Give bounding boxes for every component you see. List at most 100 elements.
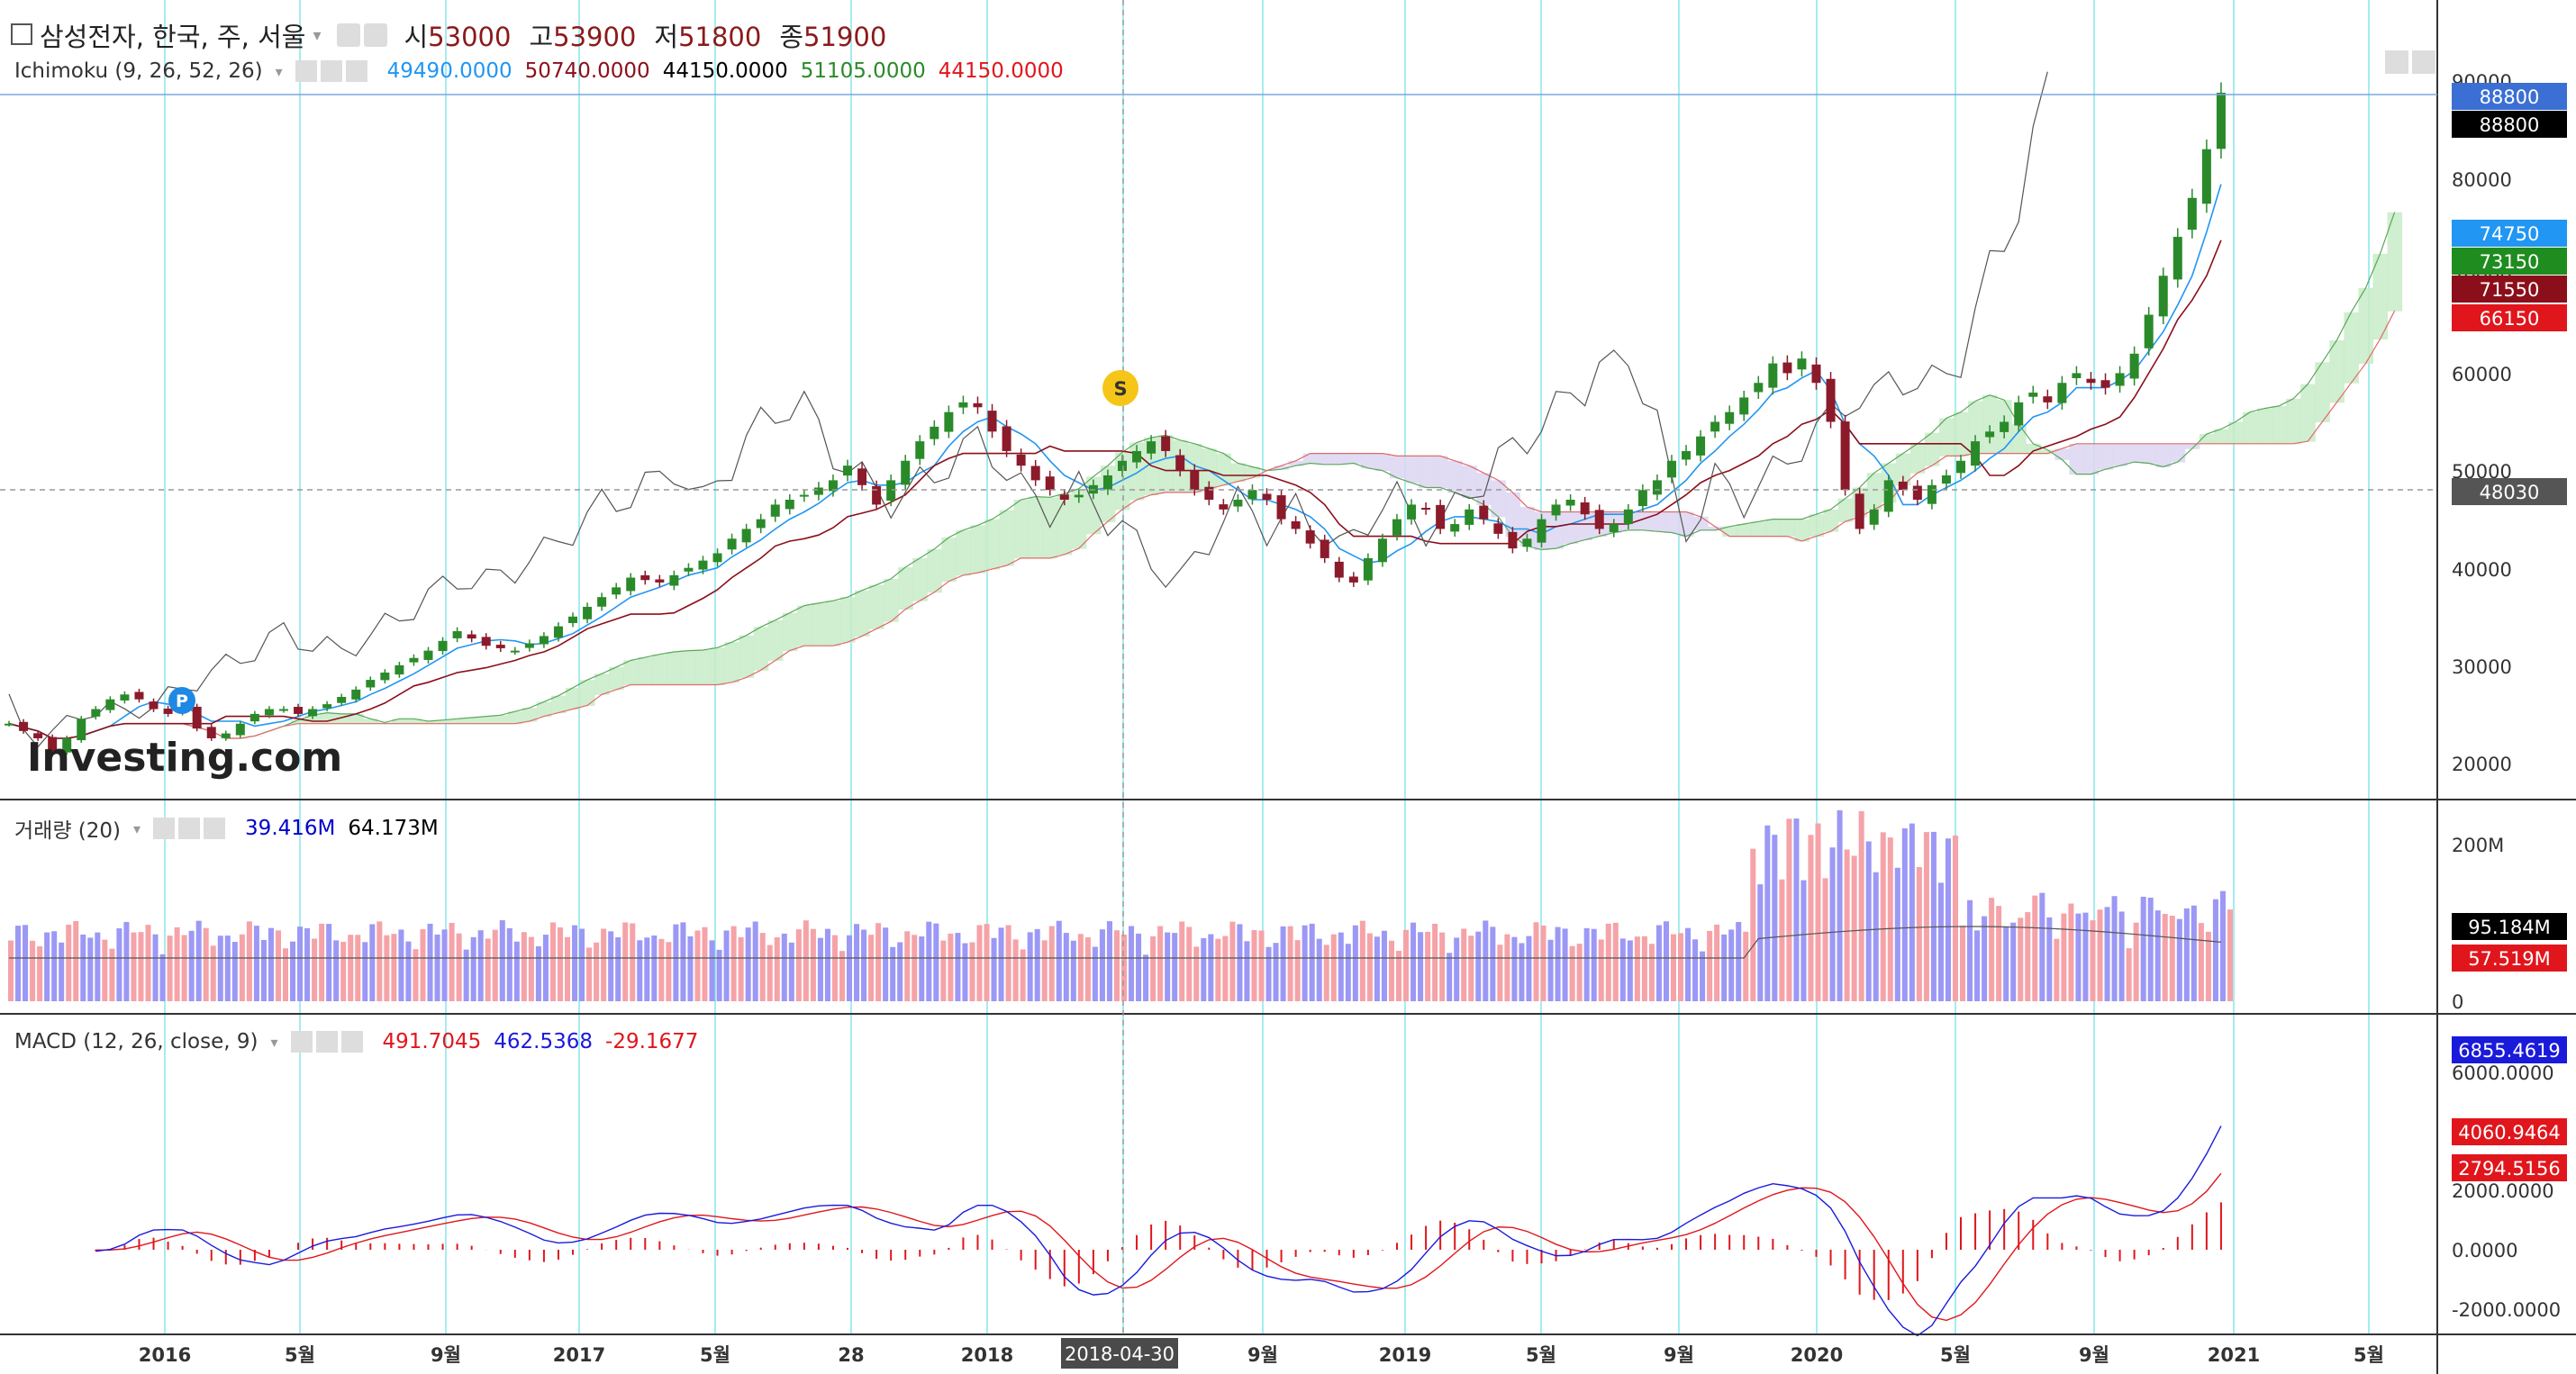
volume-bar	[506, 927, 512, 1001]
candle-body	[1219, 504, 1229, 510]
volume-bar	[1143, 954, 1149, 1001]
volume-bar	[1208, 934, 1214, 1001]
candle-body	[2057, 383, 2067, 403]
volume-bars[interactable]	[8, 809, 2233, 1001]
volume-bar	[282, 948, 289, 1001]
volume-bar	[795, 929, 802, 1001]
cloud-segment	[1013, 500, 1029, 559]
volume-bar	[926, 921, 932, 1001]
cloud-segment	[1737, 524, 1752, 538]
indicator-control-icons[interactable]	[153, 818, 226, 839]
volume-bar	[2111, 896, 2118, 1001]
candle-body	[2144, 314, 2154, 348]
volume-bar	[565, 936, 571, 1001]
candle-body	[105, 699, 115, 710]
time-axis-label: 2017	[553, 1344, 605, 1366]
candlesticks[interactable]	[5, 82, 2226, 755]
volume-bar	[1374, 936, 1380, 1001]
volume-bar	[839, 951, 846, 1001]
volume-bar	[1136, 933, 1142, 1001]
volume-legend[interactable]: 거래량 (20) ▾ 39.416M 64.173M	[14, 813, 439, 844]
volume-bar	[1294, 940, 1301, 1001]
volume-bar	[59, 942, 65, 1001]
volume-bar	[2075, 913, 2082, 1001]
axis-tick-label: 0.0000	[2452, 1240, 2517, 1261]
volume-bar	[1808, 835, 1814, 1001]
volume-bar	[1873, 872, 1879, 1001]
candle-body	[1883, 480, 1893, 512]
chevron-down-icon[interactable]: ▾	[133, 819, 141, 837]
candle-body	[2187, 197, 2197, 231]
settings-icons[interactable]	[337, 23, 388, 47]
volume-bar	[1483, 920, 1489, 1001]
volume-bar	[1930, 831, 1937, 1001]
collapse-icon[interactable]	[11, 23, 32, 45]
symbol-title[interactable]: 삼성전자, 한국, 주, 서울	[40, 22, 306, 52]
candle-body	[2000, 421, 2009, 432]
cloud-segment	[1664, 511, 1680, 534]
candle-body	[1739, 397, 1749, 415]
axis-value-badge-label: 57.519M	[2468, 948, 2551, 970]
axis-tick-label: 60000	[2452, 364, 2512, 385]
volume-bar	[1193, 946, 1200, 1001]
volume-bar	[369, 924, 376, 1001]
candle-body	[294, 707, 304, 714]
time-axis[interactable]: 2016 5월 9월 2017 5월 28 2018 9월 2019 5월 9월 2020 5월 9월 20…	[139, 1344, 2384, 1366]
volume-bar	[594, 942, 600, 1001]
axis-value-badge-label: 48030	[2480, 482, 2540, 503]
chevron-down-icon[interactable]: ▾	[313, 25, 322, 45]
volume-name[interactable]: 거래량 (20)	[14, 819, 122, 843]
cloud-segment	[1462, 466, 1477, 498]
candle-body	[366, 680, 376, 688]
chevron-down-icon[interactable]: ▾	[270, 1033, 278, 1051]
candle-body	[1305, 530, 1315, 544]
cloud-segment	[1419, 456, 1434, 488]
candle-body	[727, 538, 737, 550]
macd-legend[interactable]: MACD (12, 26, close, 9) ▾ 491.7045 462.5…	[14, 1030, 698, 1053]
cloud-segment	[710, 647, 726, 685]
volume-bar	[246, 921, 252, 1001]
candle-body	[944, 411, 954, 432]
cloud-segment	[1938, 418, 1955, 456]
volume-bar	[1707, 930, 1713, 1001]
price-axis[interactable]: 9000080000700006000050000400003000020000	[2452, 71, 2512, 775]
volume-bar	[904, 931, 911, 1001]
cloud-segment	[1519, 507, 1535, 547]
candle-body	[987, 411, 997, 432]
axis-value-badges: 88800 88800 74750 73150 71550 66150 48030 95.18…	[2452, 83, 2567, 1181]
volume-bar	[1172, 933, 1178, 1001]
indicator-control-icons[interactable]	[295, 60, 367, 82]
volume-bar	[1092, 946, 1098, 1001]
volume-axis[interactable]: 200M 0	[2452, 835, 2504, 1013]
cloud-segment	[999, 510, 1015, 566]
volume-bar	[174, 927, 180, 1001]
p-marker[interactable]: P	[168, 687, 195, 714]
volume-bar	[781, 933, 787, 1001]
volume-bar	[1598, 939, 1604, 1001]
cloud-segment	[767, 619, 784, 661]
ichimoku-name[interactable]: Ichimoku (9, 26, 52, 26)	[14, 59, 263, 83]
time-axis-label: 5월	[1940, 1344, 1971, 1366]
ichimoku-legend[interactable]: Ichimoku (9, 26, 52, 26) ▾ 49490.0000 50…	[14, 59, 1064, 83]
chevron-down-icon[interactable]: ▾	[275, 62, 283, 80]
cloud-segment	[1202, 448, 1217, 490]
candle-body	[1465, 509, 1474, 525]
volume-bar	[304, 927, 311, 1001]
candle-body	[799, 494, 809, 497]
macd-name[interactable]: MACD (12, 26, close, 9)	[14, 1030, 259, 1053]
indicator-control-icons[interactable]	[290, 1031, 363, 1053]
cloud-segment	[1374, 453, 1391, 472]
macd-plot[interactable]	[95, 1125, 2222, 1337]
cloud-segment	[1751, 521, 1766, 538]
cloud-segment	[580, 680, 595, 706]
time-axis-label: 9월	[2079, 1344, 2109, 1366]
volume-bar	[883, 927, 889, 1001]
s-marker[interactable]: S	[1102, 370, 1138, 406]
volume-bar	[362, 942, 368, 1001]
candle-body	[1811, 364, 1821, 384]
volume-bar	[1634, 936, 1640, 1001]
candle-body	[669, 574, 679, 586]
chart-scroll-buttons[interactable]	[2385, 50, 2435, 74]
volume-bar	[2176, 918, 2182, 1001]
